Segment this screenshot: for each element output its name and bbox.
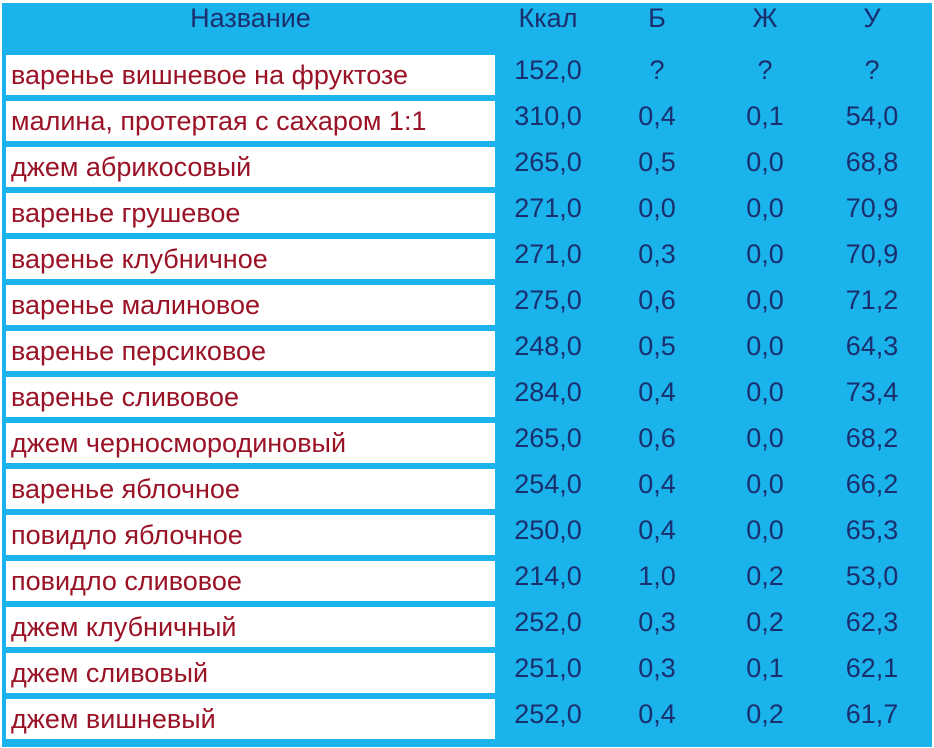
cell-carbs: 62,3 bbox=[845, 607, 899, 637]
cell-kcal: 310,0 bbox=[514, 101, 582, 131]
cell-kcal: 250,0 bbox=[514, 515, 582, 545]
cell-carbs: 53,0 bbox=[845, 561, 899, 591]
cell-carbs: 61,7 bbox=[845, 699, 899, 729]
cell-fat: 0,0 bbox=[746, 285, 784, 315]
cell-kcal: 214,0 bbox=[514, 561, 582, 591]
cell-kcal: 254,0 bbox=[514, 469, 582, 499]
table-row: джем клубничный 252,0 0,3 0,2 62,3 bbox=[2, 603, 932, 649]
cell-carbs: 54,0 bbox=[845, 101, 899, 131]
cell-kcal: 248,0 bbox=[514, 331, 582, 361]
cell-carbs: ? bbox=[864, 55, 880, 85]
cell-kcal: 271,0 bbox=[514, 193, 582, 223]
cell-protein: 0,3 bbox=[638, 239, 676, 269]
header-fat: Ж bbox=[752, 3, 778, 33]
table-row: джем сливовый 251,0 0,3 0,1 62,1 bbox=[2, 649, 932, 695]
header-name: Название bbox=[190, 3, 311, 33]
cell-protein: 1,0 bbox=[638, 561, 676, 591]
cell-protein: 0,5 bbox=[638, 147, 676, 177]
cell-protein: 0,0 bbox=[638, 193, 676, 223]
cell-protein: 0,4 bbox=[638, 101, 676, 131]
table-row: джем вишневый 252,0 0,4 0,2 61,7 bbox=[2, 695, 932, 741]
cell-name: повидло сливовое bbox=[6, 561, 495, 601]
cell-kcal: 252,0 bbox=[514, 699, 582, 729]
cell-name: джем вишневый bbox=[6, 699, 495, 739]
cell-carbs: 68,8 bbox=[845, 147, 899, 177]
table-row: малина, протертая с сахаром 1:1 310,0 0,4 0… bbox=[2, 97, 932, 143]
table-row: варенье яблочное 254,0 0,4 0,0 66,2 bbox=[2, 465, 932, 511]
table-row: варенье малиновое 275,0 0,6 0,0 71,2 bbox=[2, 281, 932, 327]
cell-fat: 0,2 bbox=[746, 561, 784, 591]
cell-kcal: 252,0 bbox=[514, 607, 582, 637]
cell-name: варенье яблочное bbox=[6, 469, 495, 509]
cell-name: джем черносмородиновый bbox=[6, 423, 495, 463]
table-row: варенье вишневое на фруктозе 152,0??? bbox=[2, 51, 932, 97]
cell-kcal: 284,0 bbox=[514, 377, 582, 407]
cell-protein: 0,3 bbox=[638, 653, 676, 683]
cell-protein: 0,3 bbox=[638, 607, 676, 637]
cell-carbs: 62,1 bbox=[845, 653, 899, 683]
cell-name: джем клубничный bbox=[6, 607, 495, 647]
cell-protein: 0,6 bbox=[638, 423, 676, 453]
cell-name: малина, протертая с сахаром 1:1 bbox=[6, 101, 495, 141]
cell-protein: 0,4 bbox=[638, 699, 676, 729]
header-kcal: Ккал bbox=[518, 3, 578, 33]
table-row: джем абрикосовый 265,0 0,5 0,0 68,8 bbox=[2, 143, 932, 189]
cell-carbs: 70,9 bbox=[845, 193, 899, 223]
cell-fat: 0,0 bbox=[746, 147, 784, 177]
cell-name: джем сливовый bbox=[6, 653, 495, 693]
cell-name: варенье клубничное bbox=[6, 239, 495, 279]
cell-kcal: 271,0 bbox=[514, 239, 582, 269]
cell-fat: 0,1 bbox=[746, 653, 784, 683]
cell-name: джем абрикосовый bbox=[6, 147, 495, 187]
cell-fat: 0,2 bbox=[746, 607, 784, 637]
table-row: варенье клубничное 271,0 0,3 0,0 70,9 bbox=[2, 235, 932, 281]
header-carbs: У bbox=[863, 3, 881, 33]
cell-fat: 0,0 bbox=[746, 377, 784, 407]
cell-kcal: 152,0 bbox=[514, 55, 582, 85]
cell-protein: 0,4 bbox=[638, 469, 676, 499]
cell-protein: 0,4 bbox=[638, 377, 676, 407]
cell-fat: 0,0 bbox=[746, 469, 784, 499]
cell-carbs: 73,4 bbox=[845, 377, 899, 407]
cell-name: варенье персиковое bbox=[6, 331, 495, 371]
header-protein: Б bbox=[648, 3, 666, 33]
cell-carbs: 71,2 bbox=[845, 285, 899, 315]
cell-fat: 0,2 bbox=[746, 699, 784, 729]
cell-kcal: 275,0 bbox=[514, 285, 582, 315]
cell-fat: ? bbox=[757, 55, 773, 85]
cell-fat: 0,0 bbox=[746, 423, 784, 453]
cell-protein: ? bbox=[649, 55, 665, 85]
cell-fat: 0,0 bbox=[746, 515, 784, 545]
cell-kcal: 265,0 bbox=[514, 423, 582, 453]
cell-fat: 0,0 bbox=[746, 331, 784, 361]
cell-protein: 0,6 bbox=[638, 285, 676, 315]
cell-name: варенье вишневое на фруктозе bbox=[6, 55, 495, 95]
cell-fat: 0,0 bbox=[746, 193, 784, 223]
cell-name: варенье малиновое bbox=[6, 285, 495, 325]
cell-name: варенье сливовое bbox=[6, 377, 495, 417]
cell-carbs: 64,3 bbox=[845, 331, 899, 361]
cell-name: варенье грушевое bbox=[6, 193, 495, 233]
cell-fat: 0,1 bbox=[746, 101, 784, 131]
cell-kcal: 251,0 bbox=[514, 653, 582, 683]
cell-carbs: 70,9 bbox=[845, 239, 899, 269]
table-row: повидло сливовое 214,0 1,0 0,2 53,0 bbox=[2, 557, 932, 603]
cell-protein: 0,5 bbox=[638, 331, 676, 361]
cell-carbs: 65,3 bbox=[845, 515, 899, 545]
cell-fat: 0,0 bbox=[746, 239, 784, 269]
cell-kcal: 265,0 bbox=[514, 147, 582, 177]
nutrition-table: Название Ккал Б Ж У варенье вишневое на … bbox=[2, 3, 932, 747]
table-row: варенье персиковое 248,0 0,5 0,0 64,3 bbox=[2, 327, 932, 373]
table-row: варенье сливовое 284,0 0,4 0,0 73,4 bbox=[2, 373, 932, 419]
cell-carbs: 68,2 bbox=[845, 423, 899, 453]
cell-protein: 0,4 bbox=[638, 515, 676, 545]
cell-name: повидло яблочное bbox=[6, 515, 495, 555]
table-row: джем черносмородиновый 265,0 0,6 0,0 68,2 bbox=[2, 419, 932, 465]
table-row: варенье грушевое 271,0 0,0 0,0 70,9 bbox=[2, 189, 932, 235]
cell-carbs: 66,2 bbox=[845, 469, 899, 499]
table-row: повидло яблочное 250,0 0,4 0,0 65,3 bbox=[2, 511, 932, 557]
